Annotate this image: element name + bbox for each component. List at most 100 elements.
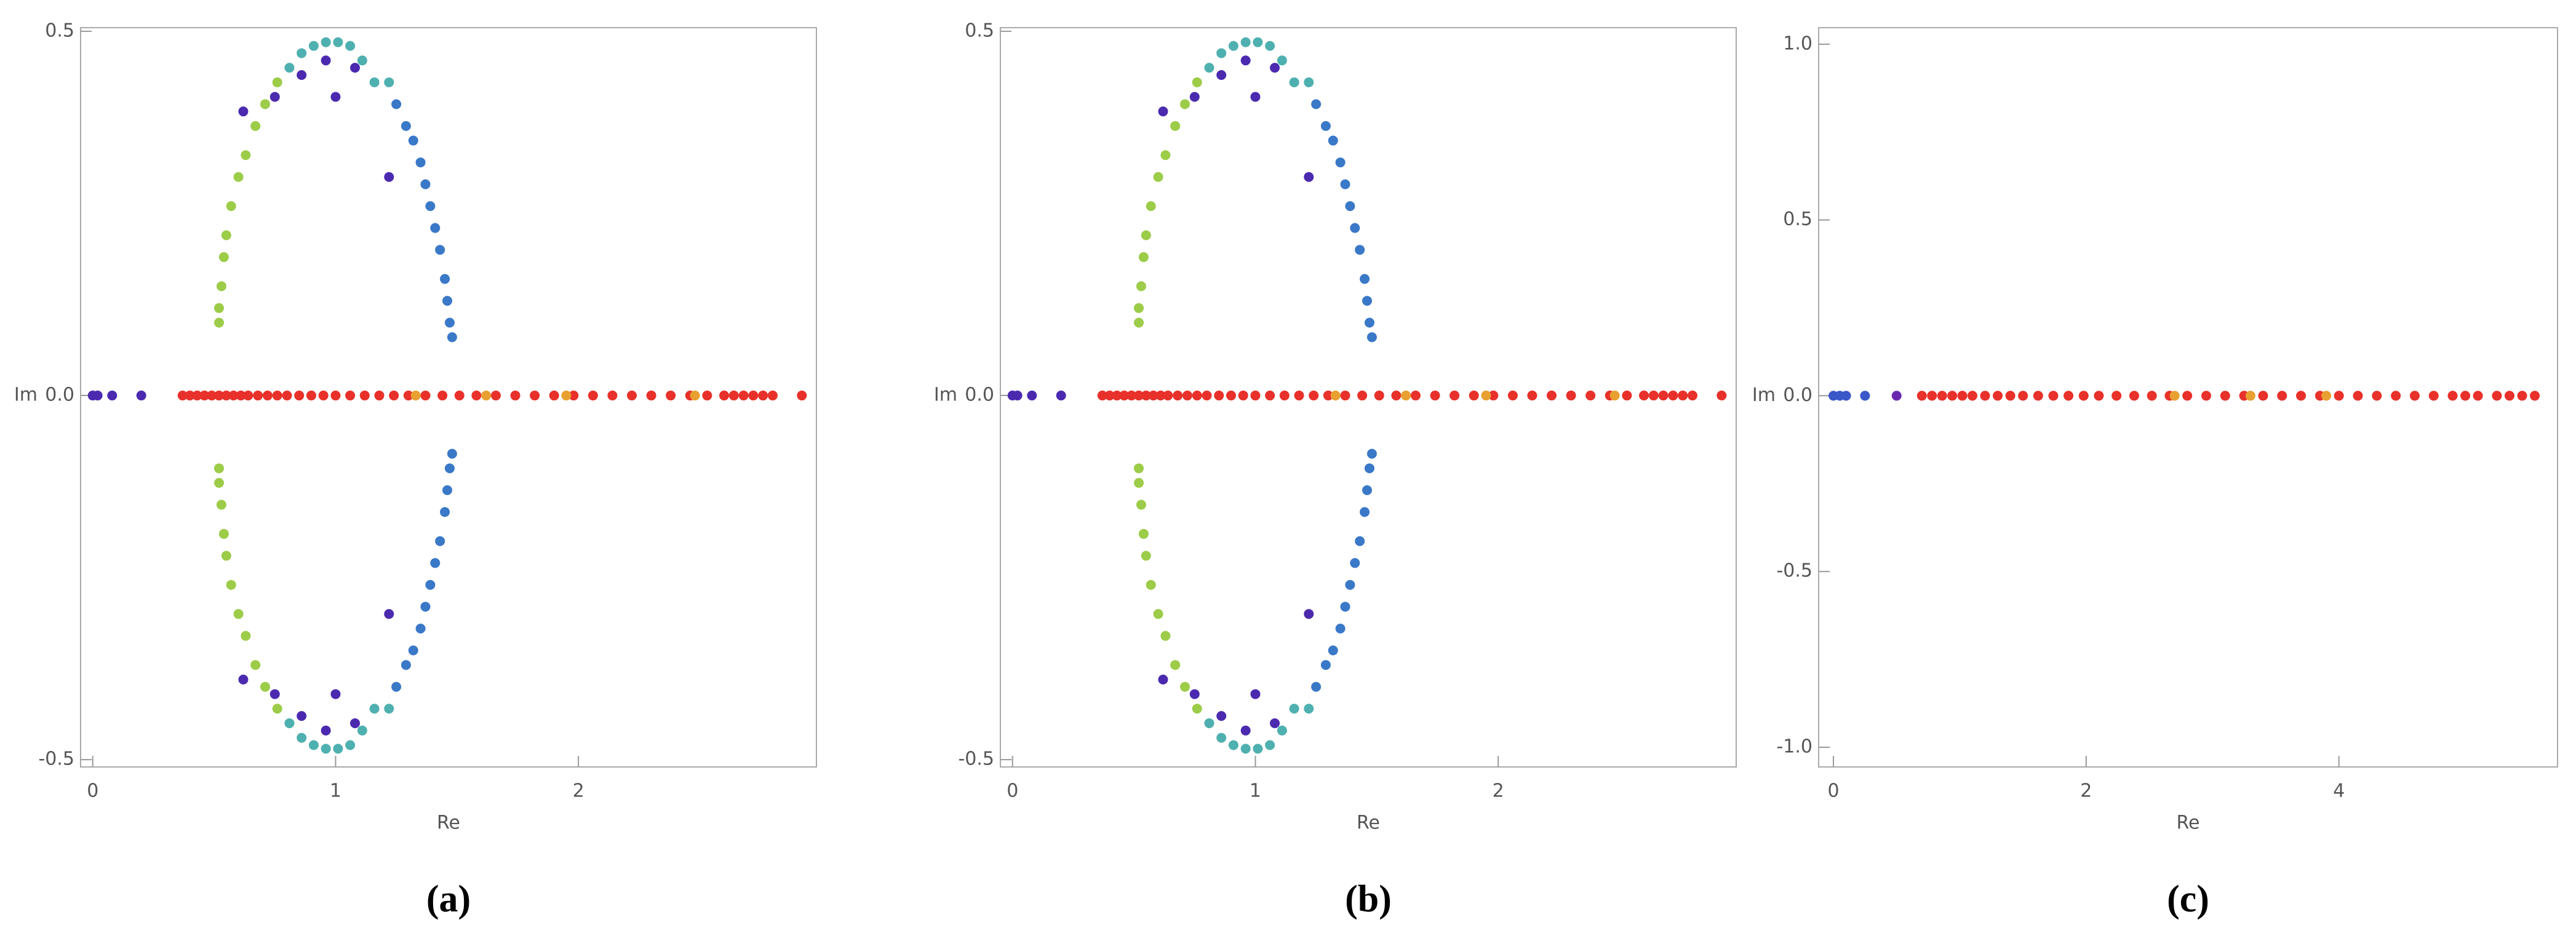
y-tick-label: 0.0 xyxy=(1783,384,1812,406)
point xyxy=(1136,499,1146,510)
point xyxy=(330,391,341,401)
point xyxy=(1507,391,1518,401)
x-axis-label: Re xyxy=(437,812,460,834)
point xyxy=(216,499,226,510)
point xyxy=(2321,391,2332,401)
point xyxy=(1328,135,1338,146)
point xyxy=(1469,391,1479,401)
point xyxy=(284,718,295,728)
point xyxy=(437,391,448,401)
point xyxy=(2005,391,2016,401)
point xyxy=(1189,92,1200,102)
point xyxy=(440,274,450,284)
point xyxy=(1238,391,1248,401)
point xyxy=(389,391,399,401)
point xyxy=(297,48,307,58)
point xyxy=(2111,391,2122,401)
point xyxy=(1097,391,1107,401)
point xyxy=(306,391,316,401)
point xyxy=(321,37,331,47)
point xyxy=(1355,245,1365,255)
point xyxy=(607,391,618,401)
point xyxy=(1155,391,1166,401)
point xyxy=(1240,725,1251,736)
point xyxy=(350,718,361,728)
point xyxy=(321,744,331,754)
point xyxy=(1547,391,1557,401)
point xyxy=(1204,718,1214,728)
point xyxy=(797,391,807,401)
point xyxy=(1289,77,1299,87)
point xyxy=(199,391,210,401)
point xyxy=(1250,689,1261,699)
point xyxy=(549,391,559,401)
point xyxy=(1366,448,1377,459)
point xyxy=(1158,674,1168,685)
point xyxy=(408,135,418,146)
point xyxy=(350,63,361,73)
point xyxy=(272,704,282,714)
point xyxy=(1141,550,1151,561)
caption: (a) xyxy=(426,878,471,920)
point xyxy=(384,77,394,87)
y-tick-label: -0.5 xyxy=(38,748,74,770)
point xyxy=(308,740,319,750)
point xyxy=(391,681,402,692)
point xyxy=(1366,332,1377,343)
point xyxy=(2334,391,2344,401)
y-tick-label: -0.5 xyxy=(1776,560,1812,582)
point xyxy=(238,674,249,685)
point xyxy=(1112,391,1122,401)
point xyxy=(430,223,441,233)
point xyxy=(272,77,282,87)
point xyxy=(1481,391,1491,401)
point xyxy=(107,391,118,401)
point xyxy=(345,740,356,750)
point xyxy=(369,77,380,87)
point xyxy=(1170,660,1181,670)
point xyxy=(384,704,394,714)
point xyxy=(2447,391,2458,401)
point xyxy=(2182,391,2193,401)
point xyxy=(282,391,292,401)
point xyxy=(333,37,343,47)
point xyxy=(2492,391,2502,401)
point xyxy=(1158,106,1168,117)
point xyxy=(1279,391,1290,401)
point xyxy=(297,711,307,721)
point xyxy=(471,391,482,401)
point xyxy=(2094,391,2104,401)
point xyxy=(1668,391,1678,401)
point xyxy=(226,201,236,212)
point xyxy=(530,391,540,401)
point xyxy=(481,391,492,401)
point xyxy=(2201,391,2211,401)
point xyxy=(213,303,224,313)
point xyxy=(2018,391,2028,401)
point xyxy=(284,63,295,73)
point xyxy=(1639,391,1649,401)
point xyxy=(228,391,239,401)
point xyxy=(207,391,217,401)
point xyxy=(420,391,431,401)
point xyxy=(442,485,453,495)
point xyxy=(2460,391,2471,401)
point xyxy=(330,689,341,699)
point xyxy=(1360,274,1370,284)
point xyxy=(2428,391,2439,401)
point xyxy=(627,391,637,401)
y-tick-label: 0.0 xyxy=(965,384,994,406)
point xyxy=(272,391,282,401)
point xyxy=(357,725,367,736)
point xyxy=(2409,391,2420,401)
point xyxy=(1204,63,1214,73)
point xyxy=(1345,579,1355,590)
point xyxy=(1967,391,1977,401)
point xyxy=(1226,391,1236,401)
point xyxy=(221,391,231,401)
point xyxy=(2147,391,2157,401)
point xyxy=(297,733,307,743)
y-tick-label: 0.5 xyxy=(1783,208,1812,230)
point xyxy=(1265,391,1275,401)
point xyxy=(1153,172,1163,182)
